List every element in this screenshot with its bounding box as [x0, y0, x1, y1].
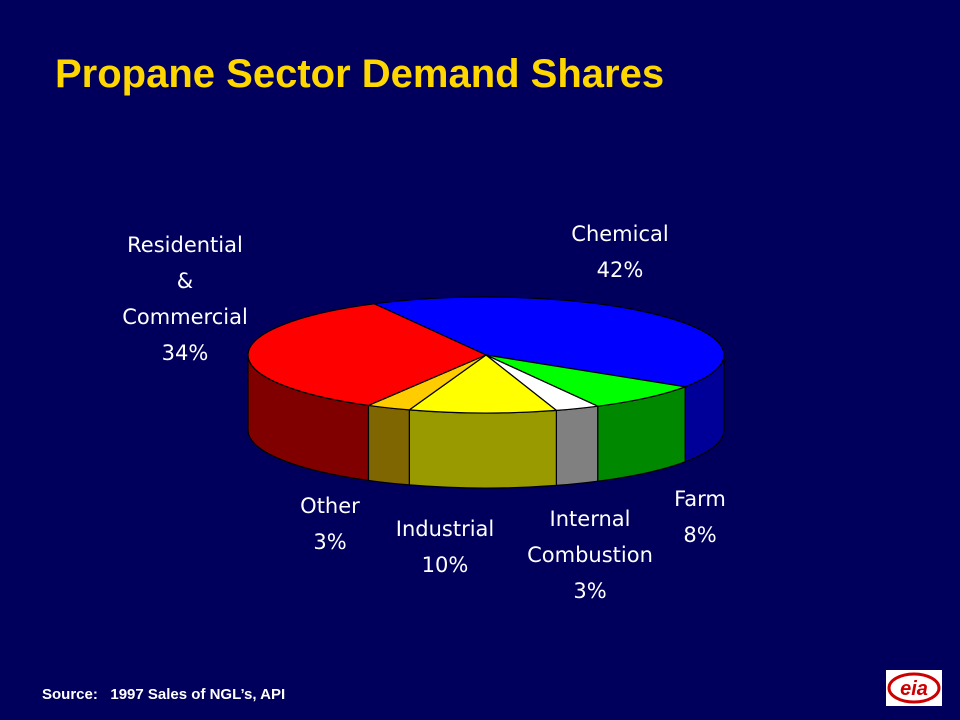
label-residential-commercial: Residential & Commercial 34% [95, 227, 275, 371]
label-industrial-pct: 10% [421, 553, 469, 577]
eia-logo-text: eia [900, 678, 928, 700]
pie-side-internal-combustion [555, 405, 599, 487]
eia-logo: eia [886, 670, 942, 706]
label-chemical-pct: 42% [596, 258, 644, 282]
pie-slice-farm [485, 354, 688, 407]
label-internal-combustion-pct: 3% [573, 579, 607, 603]
pie-side-industrial [408, 409, 557, 489]
label-residential-name-3: Commercial [122, 305, 248, 329]
label-residential-name-1: Residential [127, 233, 243, 257]
label-farm-name: Farm [674, 487, 726, 511]
label-residential-name-2: & [176, 269, 194, 293]
pie-slice-chemical [372, 296, 725, 388]
label-internal-combustion-name-2: Combustion [527, 543, 653, 567]
label-farm: Farm 8% [660, 481, 740, 553]
pie-slice-residential-commercial [247, 303, 488, 407]
label-other-pct: 3% [313, 530, 347, 554]
source-prefix: Source: [42, 686, 98, 703]
source-note: Source: 1997 Sales of NGL’s, API [42, 686, 285, 703]
pie-side-other [367, 404, 410, 486]
source-text: 1997 Sales of NGL’s, API [110, 686, 286, 703]
label-industrial: Industrial 10% [375, 511, 515, 583]
label-internal-combustion: Internal Combustion 3% [505, 501, 675, 609]
pie-slice-industrial [407, 354, 558, 414]
label-chemical: Chemical 42% [555, 216, 685, 288]
label-industrial-name: Industrial [395, 517, 495, 541]
label-chemical-name: Chemical [571, 222, 669, 246]
label-farm-pct: 8% [683, 523, 717, 547]
label-residential-pct: 34% [161, 341, 209, 365]
page-title: Propane Sector Demand Shares [55, 52, 665, 96]
label-other: Other 3% [280, 488, 380, 560]
label-other-name: Other [300, 494, 360, 518]
label-internal-combustion-name-1: Internal [549, 507, 631, 531]
